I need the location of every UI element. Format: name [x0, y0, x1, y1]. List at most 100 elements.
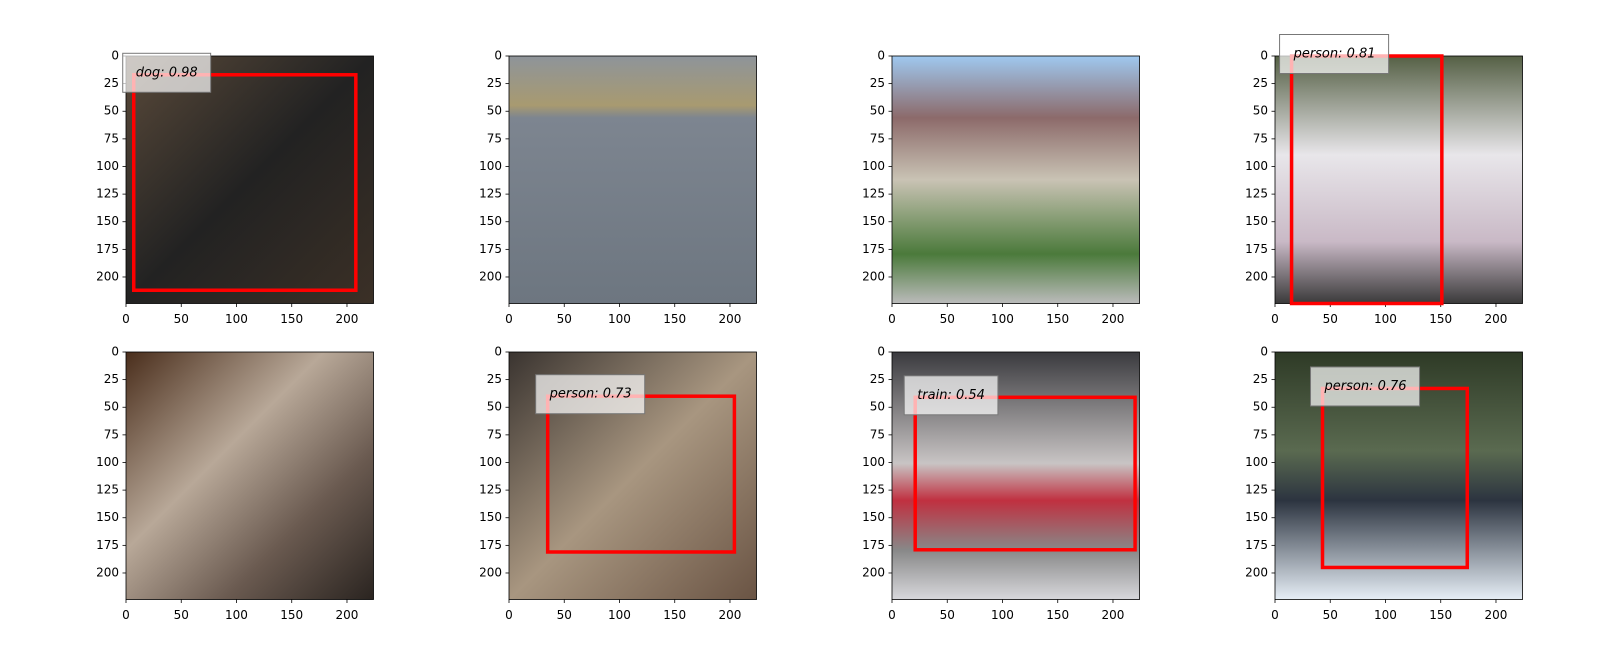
y-tick-label: 0	[1260, 49, 1268, 63]
x-tick-label: 200	[1485, 608, 1508, 622]
x-tick-label: 150	[663, 608, 686, 622]
y-tick-label: 50	[870, 104, 885, 118]
y-tick-label: 0	[1260, 345, 1268, 359]
y-tick-label: 100	[479, 159, 502, 173]
y-tick-label: 75	[104, 131, 119, 145]
x-tick-label: 100	[991, 608, 1014, 622]
y-tick-label: 25	[487, 76, 502, 90]
subplot: 0 50 100 150 200 0 25 50 75 100 125 150 175 200 person…	[1245, 34, 1523, 326]
x-tick-label: 200	[719, 608, 742, 622]
y-tick-label: 75	[1253, 427, 1268, 441]
y-tick-label: 100	[862, 159, 885, 173]
y-tick-label: 50	[1253, 104, 1268, 118]
subplot: 0 50 100 150 200 0 25 50 75 100 125 150 175 200 train:…	[862, 345, 1140, 622]
x-tick-label: 200	[336, 312, 359, 326]
y-tick-label: 25	[1253, 372, 1268, 386]
subplot: 0 50 100 150 200 0 25 50 75 100 125 150 175 200	[96, 345, 374, 622]
y-tick-label: 175	[1245, 538, 1268, 552]
y-tick-label: 150	[479, 510, 502, 524]
subplot: 0 50 100 150 200 0 25 50 75 100 125 150 175 200	[862, 49, 1140, 326]
x-tick-label: 50	[940, 312, 955, 326]
y-tick-label: 175	[862, 538, 885, 552]
y-tick-label: 50	[870, 400, 885, 414]
x-tick-label: 100	[991, 312, 1014, 326]
x-tick-label: 100	[608, 312, 631, 326]
y-tick-label: 150	[96, 214, 119, 228]
x-tick-label: 50	[174, 312, 189, 326]
axes-frame	[891, 55, 1140, 304]
y-tick-label: 200	[1245, 565, 1268, 579]
x-tick-label: 150	[1429, 608, 1452, 622]
label-background	[535, 374, 646, 415]
x-tick-label: 0	[122, 312, 130, 326]
y-tick-label: 75	[870, 427, 885, 441]
x-tick-label: 0	[888, 608, 896, 622]
image	[892, 56, 1140, 304]
x-tick-label: 100	[225, 312, 248, 326]
axes-frame	[125, 55, 374, 304]
y-tick-label: 125	[862, 483, 885, 497]
label-background	[122, 52, 212, 93]
axes-frame	[891, 351, 1140, 600]
image	[1275, 56, 1523, 304]
y-tick-label: 25	[870, 76, 885, 90]
y-tick-label: 125	[1245, 483, 1268, 497]
y-tick-label: 125	[479, 483, 502, 497]
bounding-box	[131, 73, 358, 292]
y-tick-label: 75	[1253, 131, 1268, 145]
y-tick-label: 50	[104, 400, 119, 414]
y-tick-label: 150	[479, 214, 502, 228]
box-label: person: 0.76	[1324, 379, 1407, 394]
y-tick-label: 175	[862, 242, 885, 256]
y-tick-label: 50	[1253, 400, 1268, 414]
y-tick-label: 200	[862, 269, 885, 283]
x-tick-label: 150	[1429, 312, 1452, 326]
subplot: 0 50 100 150 200 0 25 50 75 100 125 150 175 200 person…	[479, 345, 757, 622]
y-tick-label: 0	[494, 345, 502, 359]
x-tick-label: 0	[1271, 312, 1279, 326]
y-tick-label: 175	[479, 242, 502, 256]
x-tick-label: 200	[1102, 312, 1125, 326]
axes-frame	[125, 351, 374, 600]
y-tick-label: 0	[877, 49, 885, 63]
subplot: 0 50 100 150 200 0 25 50 75 100 125 150 175 200	[479, 49, 757, 326]
x-tick-label: 50	[1323, 608, 1338, 622]
x-tick-label: 200	[336, 608, 359, 622]
image	[126, 352, 374, 600]
y-tick-label: 25	[870, 372, 885, 386]
y-tick-label: 75	[104, 427, 119, 441]
image	[509, 56, 757, 304]
x-tick-label: 0	[505, 312, 513, 326]
x-tick-label: 150	[280, 312, 303, 326]
x-tick-label: 200	[1102, 608, 1125, 622]
y-tick-label: 200	[1245, 269, 1268, 283]
box-label: train: 0.54	[917, 388, 985, 403]
y-tick-label: 200	[479, 565, 502, 579]
axes-frame	[1274, 351, 1523, 600]
label-background	[1279, 34, 1390, 74]
y-tick-label: 75	[870, 131, 885, 145]
box-label: dog: 0.98	[136, 65, 198, 80]
x-tick-label: 150	[663, 312, 686, 326]
y-tick-label: 125	[96, 483, 119, 497]
subplot: 0 50 100 150 200 0 25 50 75 100 125 150 175 200 person…	[1245, 345, 1523, 622]
y-tick-label: 25	[487, 372, 502, 386]
x-tick-label: 100	[225, 608, 248, 622]
box-label: person: 0.73	[549, 387, 632, 402]
y-tick-label: 0	[111, 49, 119, 63]
bounding-box	[913, 395, 1137, 552]
y-tick-label: 50	[487, 104, 502, 118]
y-tick-label: 125	[862, 187, 885, 201]
x-tick-label: 150	[1046, 312, 1069, 326]
y-tick-label: 75	[487, 131, 502, 145]
y-tick-label: 175	[96, 242, 119, 256]
y-tick-label: 200	[862, 565, 885, 579]
y-tick-label: 150	[862, 510, 885, 524]
y-tick-label: 150	[1245, 510, 1268, 524]
x-tick-label: 50	[557, 608, 572, 622]
x-tick-label: 0	[505, 608, 513, 622]
y-tick-label: 25	[104, 76, 119, 90]
axes-frame	[508, 351, 757, 600]
x-tick-label: 0	[1271, 608, 1279, 622]
